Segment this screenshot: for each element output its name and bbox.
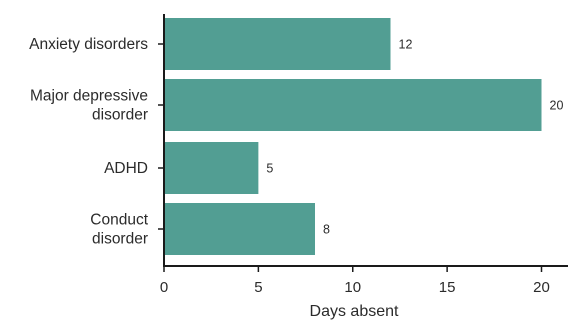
x-ticks: 0 5 10 15 20	[160, 266, 550, 296]
x-tick-label: 15	[439, 279, 456, 296]
x-tick-label: 5	[254, 279, 262, 296]
x-tick-label: 10	[344, 279, 361, 296]
bar	[164, 18, 391, 70]
value-labels: 12 20 5 8	[266, 38, 563, 237]
value-label: 5	[266, 162, 273, 176]
bars-group	[164, 18, 542, 255]
axes	[163, 14, 568, 267]
x-tick-label: 0	[160, 279, 168, 296]
bar	[164, 203, 315, 255]
category-label: Conduct disorder	[90, 212, 148, 248]
bar	[164, 142, 259, 194]
category-label: Anxiety disorders	[29, 36, 148, 53]
x-tick-label: 20	[533, 279, 550, 296]
category-labels: Anxiety disorders Major depressive disorde…	[29, 36, 164, 248]
value-label: 20	[550, 99, 564, 113]
category-label: Major depressive disorder	[30, 88, 148, 124]
value-label: 8	[323, 223, 330, 237]
bar	[164, 79, 542, 131]
category-label: ADHD	[104, 160, 148, 177]
value-label: 12	[399, 38, 413, 52]
x-axis-title: Days absent	[310, 303, 399, 320]
